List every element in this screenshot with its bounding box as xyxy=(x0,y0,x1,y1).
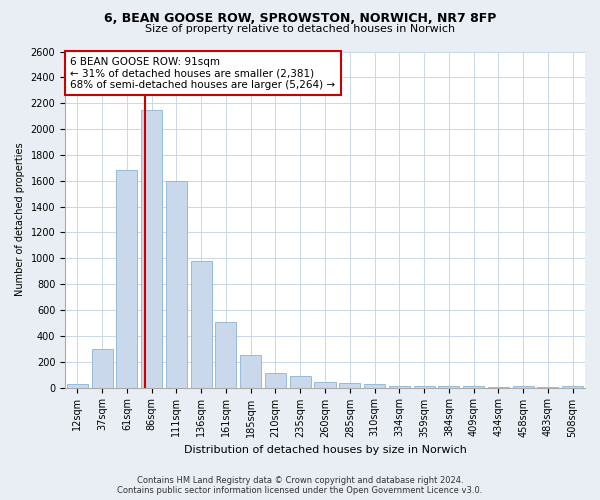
Bar xyxy=(389,386,410,388)
Bar xyxy=(92,349,113,388)
Bar xyxy=(413,386,434,388)
Bar xyxy=(438,386,460,388)
Bar xyxy=(339,383,360,388)
Bar xyxy=(463,386,484,388)
Bar xyxy=(562,386,583,388)
Bar xyxy=(67,384,88,388)
Text: Size of property relative to detached houses in Norwich: Size of property relative to detached ho… xyxy=(145,24,455,34)
Bar xyxy=(240,356,261,388)
Bar xyxy=(538,387,559,388)
Text: 6, BEAN GOOSE ROW, SPROWSTON, NORWICH, NR7 8FP: 6, BEAN GOOSE ROW, SPROWSTON, NORWICH, N… xyxy=(104,12,496,26)
Bar xyxy=(116,170,137,388)
Bar xyxy=(166,181,187,388)
Bar xyxy=(265,372,286,388)
Bar xyxy=(512,386,533,388)
X-axis label: Distribution of detached houses by size in Norwich: Distribution of detached houses by size … xyxy=(184,445,466,455)
Bar xyxy=(141,110,162,388)
Text: Contains HM Land Registry data © Crown copyright and database right 2024.
Contai: Contains HM Land Registry data © Crown c… xyxy=(118,476,482,495)
Bar xyxy=(364,384,385,388)
Bar xyxy=(191,261,212,388)
Bar xyxy=(314,382,335,388)
Bar xyxy=(488,387,509,388)
Text: 6 BEAN GOOSE ROW: 91sqm
← 31% of detached houses are smaller (2,381)
68% of semi: 6 BEAN GOOSE ROW: 91sqm ← 31% of detache… xyxy=(70,56,335,90)
Y-axis label: Number of detached properties: Number of detached properties xyxy=(15,142,25,296)
Bar xyxy=(290,376,311,388)
Bar xyxy=(215,322,236,388)
